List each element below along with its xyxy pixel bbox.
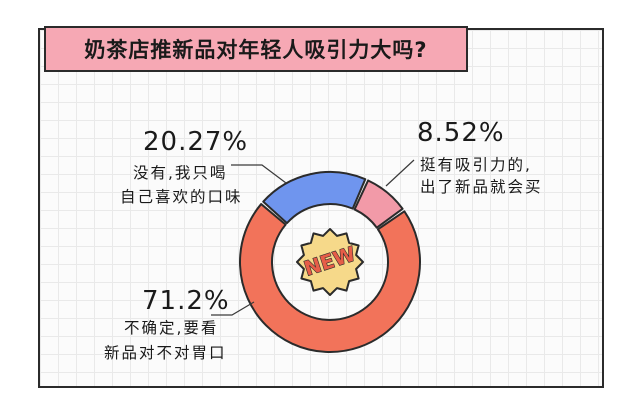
new-badge: NEW [296, 228, 364, 296]
leader-line-attractive [385, 159, 415, 187]
pct-label-attractive: 8.52% [417, 118, 505, 148]
title-banner: 奶茶店推新品对年轻人吸引力大吗? [44, 26, 468, 72]
pct-label-unsure: 71.2% [142, 286, 230, 316]
donut-slices [239, 171, 421, 353]
pct-label-own-taste: 20.27% [143, 127, 249, 157]
slice-own-taste [262, 171, 367, 225]
slice-label-own-taste-line1: 没有,我只喝 [133, 164, 228, 182]
slice-label-attractive-line1: 挺有吸引力的, [420, 156, 532, 174]
slice-attractive [353, 179, 404, 229]
slice-label-unsure-line1: 不确定,要看 [124, 319, 219, 337]
leader-line-own-taste [231, 164, 287, 184]
slice-unsure [239, 203, 421, 353]
slice-label-own-taste-line2: 自己喜欢的口味 [120, 188, 243, 206]
slice-label-unsure-line2: 新品对不对胃口 [104, 344, 227, 362]
leader-lines [211, 159, 415, 316]
chart-title: 奶茶店推新品对年轻人吸引力大吗? [84, 38, 428, 62]
slice-label-attractive-line2: 出了新品就会买 [420, 178, 543, 196]
chart-card [38, 28, 604, 388]
leader-line-unsure [211, 301, 255, 316]
badge-shape [296, 228, 364, 296]
